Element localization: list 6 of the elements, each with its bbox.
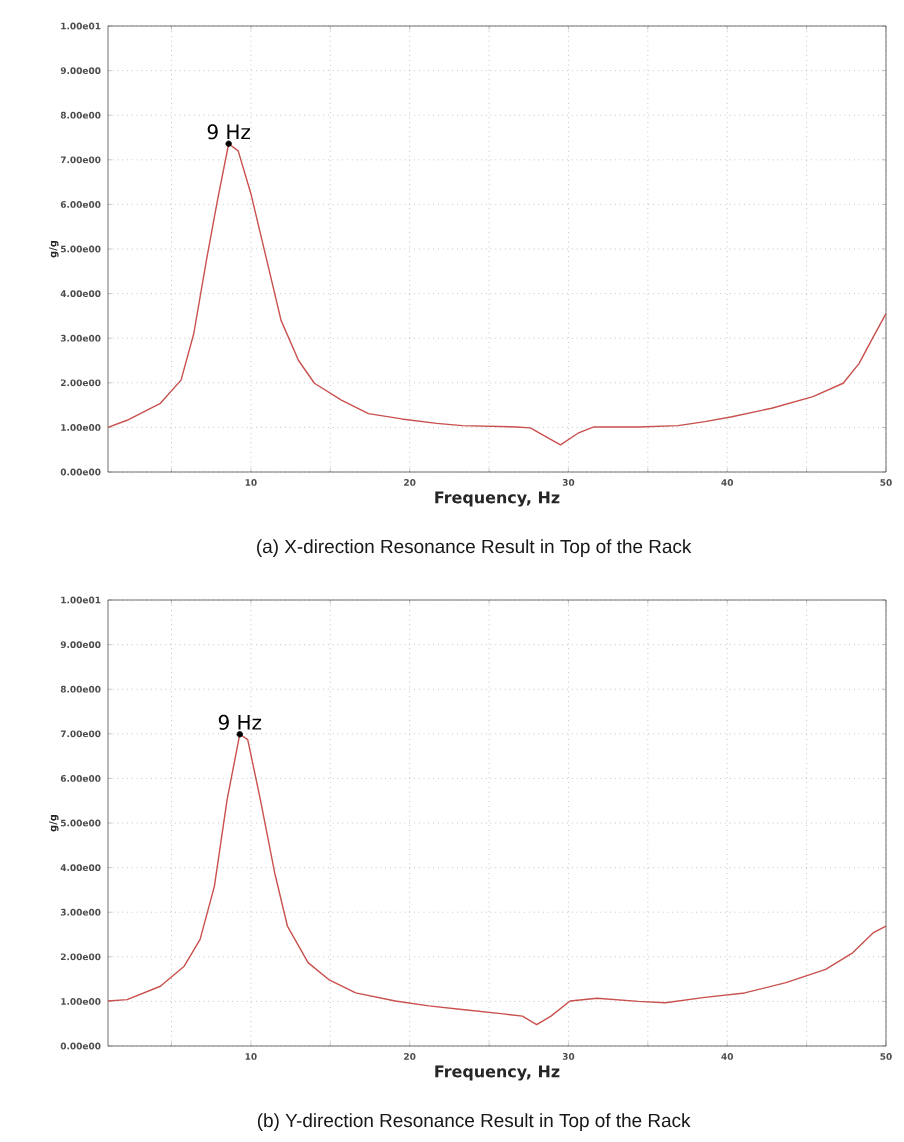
line-series	[107, 733, 887, 1026]
line-series	[107, 143, 887, 446]
text: (a) X-direction Resonance Result in Top of the Rack	[257, 539, 692, 557]
annotation: 9 Hz	[207, 124, 251, 140]
text: (b) Y-direction Resonance Result in Top of the Rack	[257, 1113, 691, 1131]
annotation: 9 Hz	[218, 714, 262, 730]
